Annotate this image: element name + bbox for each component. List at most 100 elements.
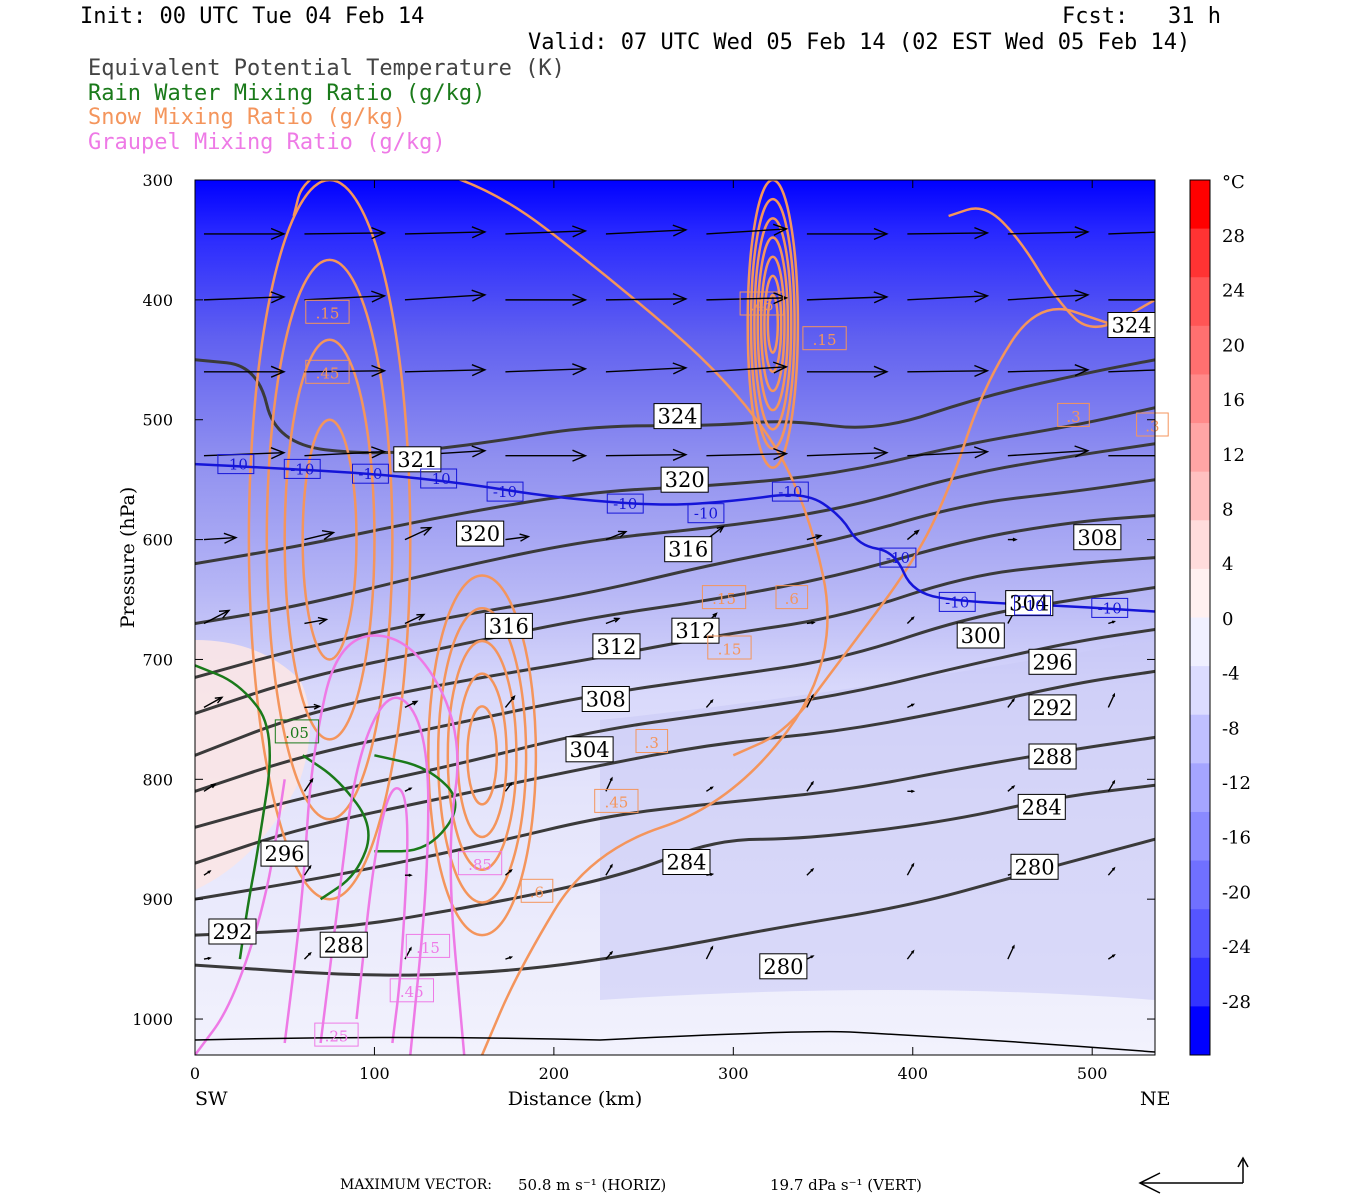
contour-label-graupel-52: .25 — [314, 1022, 359, 1047]
wind-vector-r6-c2 — [404, 700, 419, 709]
max-vector-horiz: 50.8 m s⁻¹ (HORIZ) — [518, 1176, 667, 1194]
colorbar-bin-8 — [1190, 568, 1210, 618]
theta-e-contour-320 — [195, 406, 1155, 566]
svg-text:.3: .3 — [645, 734, 659, 752]
contour-label-theta-6: 316 — [484, 612, 533, 639]
contour-label-graupel-51: .45 — [389, 978, 435, 1003]
rain-contour-2 — [374, 754, 457, 853]
y-tick-label-0: 300 — [142, 171, 173, 190]
forecast-hour: Fcst: 31 h — [1062, 4, 1221, 29]
wind-vector-r9-c0 — [203, 956, 212, 960]
wind-vector-r9-c5 — [705, 945, 714, 960]
snow-contours — [247, 180, 1155, 1055]
svg-text:.15: .15 — [712, 590, 736, 608]
colorbar-tick-3: 16 — [1222, 390, 1245, 411]
colorbar-tick-8: -4 — [1222, 664, 1240, 685]
wind-vector-r3-c5 — [706, 447, 789, 461]
svg-text:.45: .45 — [750, 296, 774, 314]
wind-vector-r8-c6 — [806, 867, 815, 876]
wind-vector-r8-c0 — [203, 870, 212, 876]
wind-vector-r3-c3 — [505, 449, 588, 462]
wind-vector-r4-c3 — [505, 533, 531, 542]
contour-label-temp-30: -10 — [687, 503, 725, 524]
wind-vector-r0-c9 — [1108, 231, 1155, 235]
y-tick-label-7: 1000 — [132, 1010, 173, 1029]
wind-vector-r3-c7 — [907, 446, 990, 459]
snow-contour-0-2 — [753, 217, 793, 431]
colorbar-bin-4 — [1190, 374, 1210, 424]
wind-vector-r7-c5 — [706, 786, 714, 792]
wind-vector-r1-c6 — [806, 291, 889, 304]
contour-label-snow-44: .15 — [707, 635, 752, 660]
contour-label-theta-20: 284 — [1017, 793, 1066, 820]
wind-vector-r7-c1 — [303, 777, 314, 792]
wind-vector-r8-c3 — [504, 869, 513, 876]
svg-text:296: 296 — [264, 842, 304, 866]
snow-contour-0-1 — [749, 197, 796, 450]
x-tick-label-4: 400 — [897, 1064, 928, 1083]
wind-vector-r6-c8 — [1007, 697, 1015, 708]
contour-label-temp-31: -10 — [771, 481, 809, 502]
colorbar-bin-13 — [1190, 811, 1210, 862]
snow-envelope-0 — [292, 180, 829, 1055]
svg-text:312: 312 — [596, 635, 636, 659]
svg-text:296: 296 — [1032, 650, 1072, 674]
contour-label-snow-45: .3 — [635, 729, 669, 753]
svg-text:-10: -10 — [493, 483, 517, 501]
wind-vector-r6-c1 — [304, 703, 322, 710]
contour-label-temp-34: -10 — [1014, 595, 1051, 616]
svg-text:320: 320 — [460, 522, 500, 546]
svg-text:316: 316 — [668, 538, 708, 562]
colorbar-tick-7: 0 — [1222, 609, 1233, 630]
wind-vector-r2-c8 — [1007, 364, 1090, 377]
y-tick-label-6: 900 — [142, 890, 173, 909]
contour-label-theta-17: 292 — [208, 918, 257, 945]
wind-vector-r9-c3 — [505, 956, 514, 960]
wind-vector-r2-c3 — [505, 363, 588, 376]
contour-label-theta-14: 296 — [1028, 648, 1077, 675]
contour-label-theta-8: 312 — [671, 617, 720, 644]
contour-label-temp-32: -10 — [879, 547, 917, 568]
wind-vector-r5-c4 — [605, 617, 621, 625]
wind-vector-r1-c0 — [203, 291, 286, 304]
y-tick-label-5: 800 — [142, 770, 173, 789]
colorbar-tick-14: -28 — [1222, 992, 1251, 1013]
wind-vector-r0-c1 — [304, 226, 387, 240]
svg-text:324: 324 — [1111, 314, 1151, 338]
colorbar-tick-0: 28 — [1222, 226, 1245, 247]
snow-contour-1-3 — [301, 418, 358, 661]
svg-text:-10: -10 — [945, 593, 969, 611]
svg-text:280: 280 — [763, 955, 803, 979]
svg-text:.45: .45 — [316, 365, 340, 383]
svg-text:.85: .85 — [468, 856, 492, 874]
colorbar-bin-14 — [1190, 860, 1210, 910]
svg-text:288: 288 — [324, 933, 364, 957]
graupel-contour-3 — [195, 779, 286, 1055]
theta-e-contour-300 — [195, 586, 1155, 793]
wind-vector-r6-c3 — [504, 695, 516, 708]
cold-band — [600, 640, 1155, 1000]
colorbar-bin-6 — [1190, 471, 1210, 521]
svg-text:-10: -10 — [427, 470, 451, 488]
theta-e-contour-324 — [195, 358, 1155, 455]
svg-text:.45: .45 — [400, 983, 424, 1001]
y-tick-label-2: 500 — [142, 411, 173, 430]
wind-vector-r7-c3 — [504, 781, 513, 792]
svg-text:284: 284 — [1022, 795, 1062, 819]
colorbar-tick-1: 24 — [1222, 281, 1245, 302]
colorbar-tick-11: -16 — [1222, 828, 1251, 849]
svg-text:.15: .15 — [813, 331, 837, 349]
wind-vector-r6-c0 — [203, 696, 224, 709]
svg-text:.15: .15 — [316, 305, 340, 323]
wind-vector-r5-c9 — [1108, 620, 1116, 625]
svg-text:292: 292 — [1032, 696, 1072, 720]
colorbar-unit: °C — [1222, 172, 1245, 193]
svg-text:-10: -10 — [290, 460, 314, 478]
wind-vector-r3-c4 — [605, 448, 688, 461]
wind-vector-r8-c9 — [1107, 866, 1116, 876]
contour-label-snow-38: .45 — [739, 291, 784, 316]
svg-text:.6: .6 — [530, 884, 544, 902]
max-vector-vert: 19.7 dPa s⁻¹ (VERT) — [770, 1176, 922, 1194]
svg-text:.45: .45 — [604, 794, 628, 812]
wind-vector-r5-c1 — [304, 616, 329, 625]
